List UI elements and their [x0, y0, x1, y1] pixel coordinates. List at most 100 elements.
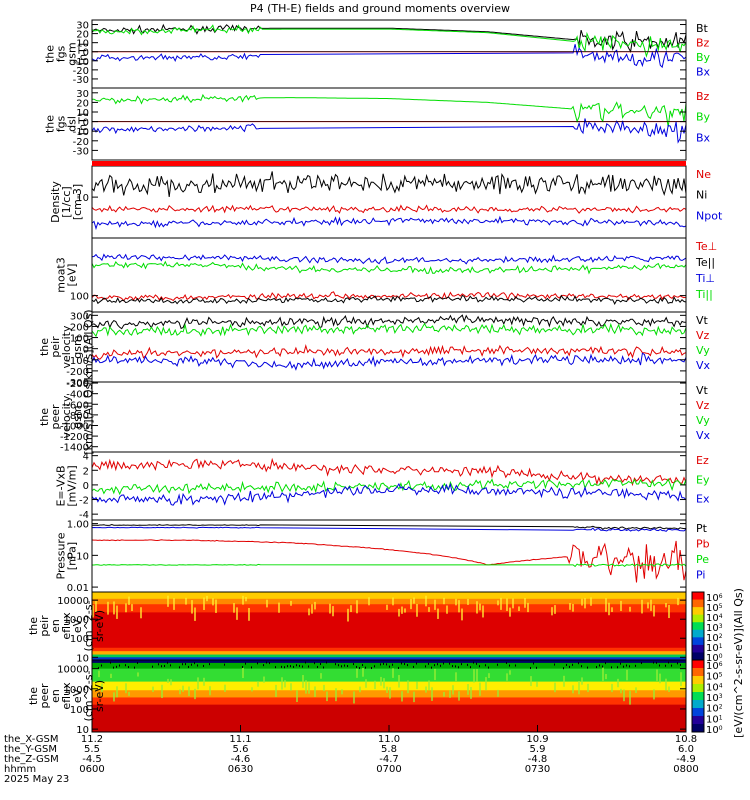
- spectrogram-texture: [206, 595, 208, 602]
- series-line-Pb: [91, 539, 687, 583]
- spectrogram-dot: [299, 664, 300, 667]
- spectrogram-dot: [425, 665, 426, 668]
- spectrogram-texture: [257, 681, 259, 687]
- spectrogram-texture: [278, 602, 280, 613]
- spectrogram-texture: [563, 675, 565, 687]
- spectrogram-texture: [653, 689, 655, 700]
- spectrogram-band: [92, 647, 686, 652]
- spectrogram-texture: [608, 602, 610, 616]
- spectrogram-texture: [110, 673, 112, 679]
- spectrogram-texture: [455, 672, 457, 682]
- spectrogram-texture: [551, 607, 553, 616]
- spectrogram-texture: [203, 677, 205, 686]
- panel-frame: [91, 311, 687, 383]
- series-line-Ni: [91, 171, 687, 198]
- series-line-Ti⊥: [91, 253, 687, 265]
- spectrogram-band: [92, 612, 686, 649]
- x-tick-label-hhmm: 0730: [525, 764, 550, 775]
- spectrogram-dot: [380, 663, 381, 666]
- spectrogram-dot: [179, 666, 180, 669]
- colorbar-exponent: 1: [719, 714, 723, 721]
- spectrogram-texture: [170, 679, 172, 686]
- spectrogram-texture: [398, 608, 400, 617]
- spectrogram-dot: [617, 666, 618, 669]
- spectrogram-texture: [443, 597, 445, 605]
- spectrogram-dot: [506, 661, 507, 664]
- colorbar-exponent: 5: [719, 672, 723, 679]
- spectrogram-dot: [344, 664, 345, 667]
- colorbar-segment: [692, 692, 704, 701]
- spectrogram-texture: [335, 688, 337, 702]
- legend-label-Ni: Ni: [696, 189, 707, 202]
- spectrogram-texture: [602, 667, 604, 681]
- colorbar-exponent: 3: [719, 623, 723, 630]
- series-line-Te⊥: [91, 291, 687, 302]
- series-line-Ne: [91, 204, 687, 214]
- y-tick-label: -600: [66, 400, 89, 411]
- spectrogram-texture: [191, 600, 193, 614]
- spectrogram-texture: [185, 597, 187, 605]
- x-row-label: the_X-GSM: [4, 734, 58, 745]
- spectrogram-texture: [620, 600, 622, 611]
- spectrogram-texture: [443, 691, 445, 697]
- y-axis-label-line: the: [38, 408, 51, 426]
- series-line-Te||: [91, 294, 687, 305]
- x-tick-label-the_X-GSM: 10.8: [675, 734, 697, 745]
- spectrogram-texture: [650, 599, 652, 611]
- legend-label-Bz: Bz: [696, 90, 710, 103]
- spectrogram-texture: [188, 686, 190, 696]
- spectrogram-dot: [194, 662, 195, 665]
- colorbar-tick-label: 102: [706, 704, 723, 715]
- y-tick-label: 20: [76, 98, 89, 109]
- colorbar-segment: [692, 684, 704, 693]
- colorbar-exponent: 1: [719, 643, 723, 650]
- spectrogram-texture: [428, 680, 430, 691]
- y-axis-label-line: eflux: [60, 682, 73, 710]
- spectrogram-dot: [113, 666, 114, 669]
- spectrogram-texture: [362, 667, 364, 677]
- y-axis-label-line: [1/cc]: [60, 186, 73, 217]
- colorbar-segment: [692, 660, 704, 669]
- legend-label-By: By: [696, 111, 711, 124]
- spectrogram-dot: [188, 665, 189, 668]
- spectrogram-dot: [134, 666, 135, 669]
- spectrogram-texture: [125, 603, 127, 613]
- spectrogram-texture: [308, 608, 310, 616]
- colorbar-segment: [692, 676, 704, 685]
- spectrogram-texture: [179, 689, 181, 695]
- colorbar-tick-label: 103: [706, 693, 723, 704]
- spectrogram-texture: [284, 680, 286, 688]
- spectrogram-dot: [470, 666, 471, 669]
- spectrogram-texture: [203, 597, 205, 610]
- y-axis-label-line: [mV/m]: [66, 465, 79, 506]
- colorbar-segment: [692, 716, 704, 725]
- spectrogram-texture: [437, 608, 439, 619]
- spectrogram-dot: [626, 664, 627, 667]
- colorbar-segment: [692, 708, 704, 717]
- spectrogram-texture: [251, 687, 253, 692]
- spectrogram-texture: [479, 682, 481, 696]
- y-axis-label-line: eV: [71, 688, 84, 703]
- spectrogram-texture: [668, 605, 670, 619]
- spectrogram-texture: [536, 681, 538, 687]
- y-tick-label: -2: [79, 496, 89, 507]
- spectrogram-dot: [287, 665, 288, 668]
- spectrogram-texture: [305, 680, 307, 694]
- spectrogram-band: [92, 651, 686, 656]
- spectrogram-band: [92, 660, 686, 664]
- spectrogram-texture: [497, 600, 499, 606]
- spectrogram-texture: [626, 669, 628, 681]
- spectrogram-texture: [236, 607, 238, 620]
- y-axis-label-line: en: [49, 619, 62, 633]
- figure-title: P4 (TH-E) fields and ground moments over…: [250, 2, 510, 15]
- spectrogram-texture: [500, 597, 502, 610]
- legend-label-Ne: Ne: [696, 168, 711, 181]
- spectrogram-texture: [446, 605, 448, 614]
- spectrogram-texture: [92, 605, 94, 618]
- spectrogram-band: [92, 604, 686, 613]
- spectrogram-texture: [416, 603, 418, 617]
- spectrogram-dot: [161, 665, 162, 668]
- date-label: 2025 May 23: [4, 774, 69, 785]
- spectrogram-dot: [293, 665, 294, 668]
- spectrogram-dot: [668, 661, 669, 664]
